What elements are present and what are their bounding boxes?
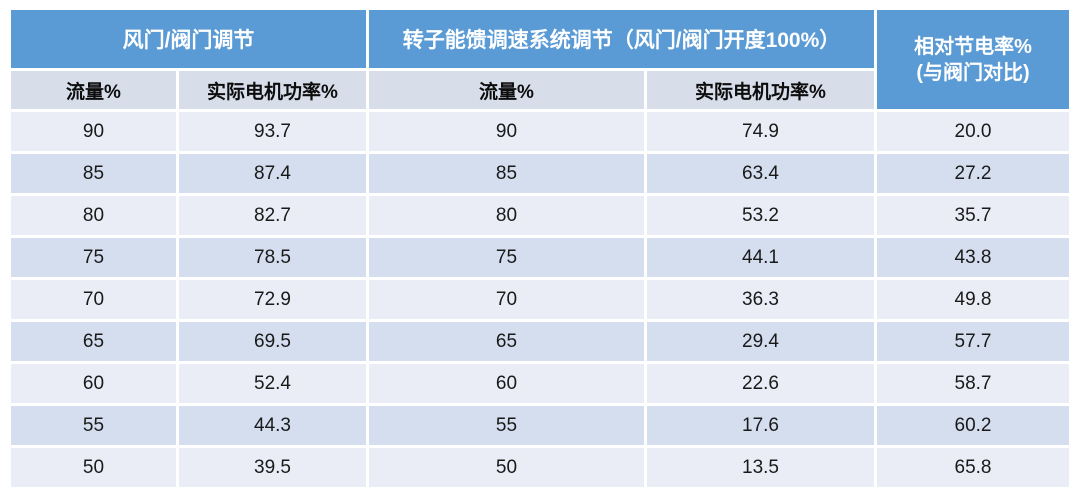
cell-flow-valve: 70 <box>11 280 176 319</box>
table-row: 85 87.4 85 63.4 27.2 <box>11 154 1070 193</box>
cell-power-rotor: 53.2 <box>647 196 875 235</box>
column-header-flow-1: 流量% <box>11 71 176 109</box>
table-row: 65 69.5 65 29.4 57.7 <box>11 322 1070 361</box>
table-row: 80 82.7 80 53.2 35.7 <box>11 196 1070 235</box>
table-row: 70 72.9 70 36.3 49.8 <box>11 280 1070 319</box>
cell-power-rotor: 36.3 <box>647 280 875 319</box>
cell-flow-valve: 55 <box>11 406 176 445</box>
cell-power-valve: 87.4 <box>179 154 366 193</box>
cell-flow-valve: 85 <box>11 154 176 193</box>
cell-saving-rate: 20.0 <box>877 112 1070 151</box>
table-row: 60 52.4 60 22.6 58.7 <box>11 364 1070 403</box>
cell-saving-rate: 60.2 <box>877 406 1070 445</box>
cell-power-rotor: 13.5 <box>647 448 875 487</box>
cell-saving-rate: 58.7 <box>877 364 1070 403</box>
cell-power-rotor: 44.1 <box>647 238 875 277</box>
power-saving-comparison-table: 风门/阀门调节 转子能馈调速系统调节（风门/阀门开度100%） 相对节电率% (… <box>8 7 1072 490</box>
cell-saving-rate: 35.7 <box>877 196 1070 235</box>
cell-power-rotor: 29.4 <box>647 322 875 361</box>
table-row: 75 78.5 75 44.1 43.8 <box>11 238 1070 277</box>
group-header-rotor-feedback-system: 转子能馈调速系统调节（风门/阀门开度100%） <box>369 10 875 68</box>
column-header-motor-power-2: 实际电机功率% <box>647 71 875 109</box>
cell-flow-rotor: 80 <box>369 196 644 235</box>
comparison-table-container: 风门/阀门调节 转子能馈调速系统调节（风门/阀门开度100%） 相对节电率% (… <box>8 7 1072 490</box>
cell-saving-rate: 43.8 <box>877 238 1070 277</box>
cell-saving-rate: 27.2 <box>877 154 1070 193</box>
group-header-relative-saving-rate: 相对节电率% (与阀门对比) <box>877 10 1070 109</box>
cell-flow-valve: 90 <box>11 112 176 151</box>
cell-flow-valve: 75 <box>11 238 176 277</box>
column-header-flow-2: 流量% <box>369 71 644 109</box>
cell-power-rotor: 63.4 <box>647 154 875 193</box>
group-header-row: 风门/阀门调节 转子能馈调速系统调节（风门/阀门开度100%） 相对节电率% (… <box>11 10 1070 109</box>
cell-flow-rotor: 90 <box>369 112 644 151</box>
cell-power-rotor: 74.9 <box>647 112 875 151</box>
column-header-motor-power-1: 实际电机功率% <box>179 71 366 109</box>
column-header-row: 流量% 实际电机功率% 流量% 实际电机功率% <box>11 71 1069 109</box>
cell-power-valve: 52.4 <box>179 364 366 403</box>
cell-saving-rate: 57.7 <box>877 322 1070 361</box>
cell-flow-rotor: 85 <box>369 154 644 193</box>
saving-rate-label-line2: (与阀门对比) <box>916 61 1030 84</box>
group-header-damper-valve-adjustment: 风门/阀门调节 <box>11 10 366 68</box>
cell-power-valve: 93.7 <box>179 112 366 151</box>
table-row: 90 93.7 90 74.9 20.0 <box>11 112 1070 151</box>
cell-flow-rotor: 75 <box>369 238 644 277</box>
cell-flow-valve: 80 <box>11 196 176 235</box>
table-body: 90 93.7 90 74.9 20.0 85 87.4 85 63.4 27.… <box>11 112 1070 487</box>
cell-flow-rotor: 60 <box>369 364 644 403</box>
cell-flow-rotor: 50 <box>369 448 644 487</box>
cell-flow-rotor: 65 <box>369 322 644 361</box>
cell-power-rotor: 17.6 <box>647 406 875 445</box>
cell-power-valve: 44.3 <box>179 406 366 445</box>
cell-flow-valve: 65 <box>11 322 176 361</box>
cell-power-valve: 82.7 <box>179 196 366 235</box>
cell-saving-rate: 65.8 <box>877 448 1070 487</box>
table-row: 50 39.5 50 13.5 65.8 <box>11 448 1070 487</box>
cell-saving-rate: 49.8 <box>877 280 1070 319</box>
cell-power-valve: 78.5 <box>179 238 366 277</box>
cell-flow-valve: 60 <box>11 364 176 403</box>
table-header: 风门/阀门调节 转子能馈调速系统调节（风门/阀门开度100%） 相对节电率% (… <box>11 10 1070 109</box>
cell-power-valve: 72.9 <box>179 280 366 319</box>
cell-flow-rotor: 55 <box>369 406 644 445</box>
cell-flow-valve: 50 <box>11 448 176 487</box>
cell-flow-rotor: 70 <box>369 280 644 319</box>
cell-power-valve: 39.5 <box>179 448 366 487</box>
saving-rate-label-line1: 相对节电率% <box>914 35 1032 58</box>
cell-power-valve: 69.5 <box>179 322 366 361</box>
cell-power-rotor: 22.6 <box>647 364 875 403</box>
table-row: 55 44.3 55 17.6 60.2 <box>11 406 1070 445</box>
